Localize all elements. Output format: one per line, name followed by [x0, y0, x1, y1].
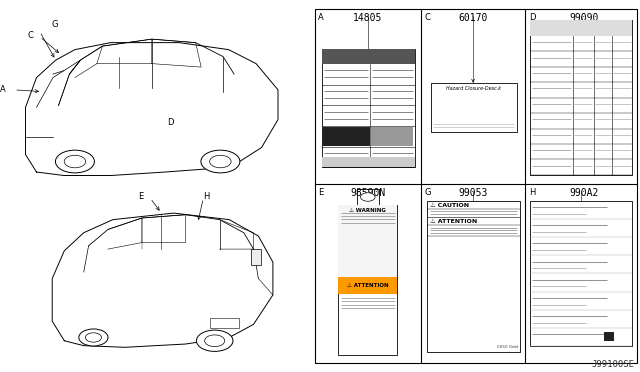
Text: 98590N: 98590N — [350, 188, 385, 198]
Text: 99053: 99053 — [458, 188, 488, 198]
Text: 14805: 14805 — [353, 13, 383, 23]
Circle shape — [64, 155, 86, 168]
Text: E: E — [318, 188, 324, 197]
Text: H: H — [529, 188, 535, 197]
Text: ⚠ ATTENTION: ⚠ ATTENTION — [430, 219, 477, 224]
Bar — [323, 127, 370, 146]
Text: A: A — [0, 85, 6, 94]
Bar — [251, 249, 260, 266]
Circle shape — [85, 333, 102, 342]
Bar — [428, 201, 520, 352]
Bar — [530, 20, 632, 36]
Bar — [371, 127, 413, 146]
Text: G: G — [425, 188, 431, 197]
Text: Hazard Closure-Desc.k: Hazard Closure-Desc.k — [446, 86, 501, 92]
Bar — [314, 9, 637, 363]
Circle shape — [79, 329, 108, 346]
Text: G: G — [52, 20, 58, 29]
Bar — [530, 20, 632, 175]
Bar — [604, 332, 614, 341]
Bar — [210, 318, 239, 328]
Text: C: C — [28, 31, 33, 40]
Text: ⚠ ATTENTION: ⚠ ATTENTION — [347, 283, 388, 288]
Text: 990A2: 990A2 — [570, 188, 599, 198]
Bar — [339, 277, 397, 294]
Circle shape — [205, 335, 225, 347]
Text: D: D — [167, 118, 173, 127]
Bar — [322, 48, 415, 167]
Text: 60170: 60170 — [458, 13, 488, 23]
Text: E: E — [138, 192, 143, 201]
Circle shape — [360, 193, 375, 201]
Bar — [322, 157, 415, 167]
Circle shape — [56, 150, 95, 173]
Text: 0050 Odel: 0050 Odel — [497, 344, 518, 349]
Circle shape — [201, 150, 240, 173]
Bar — [339, 205, 397, 277]
Text: H: H — [204, 192, 210, 201]
Text: ⚠ WARNING: ⚠ WARNING — [349, 208, 386, 212]
Text: D: D — [529, 13, 536, 22]
Bar — [530, 201, 632, 346]
Bar — [322, 48, 415, 64]
Text: C: C — [425, 13, 431, 22]
Text: ⚠ CAUTION: ⚠ CAUTION — [430, 203, 469, 208]
Circle shape — [210, 155, 231, 168]
Bar — [431, 83, 517, 132]
Text: 99090: 99090 — [570, 13, 599, 23]
Text: J99100SE: J99100SE — [592, 360, 635, 369]
Circle shape — [196, 330, 233, 352]
Text: A: A — [318, 13, 324, 22]
